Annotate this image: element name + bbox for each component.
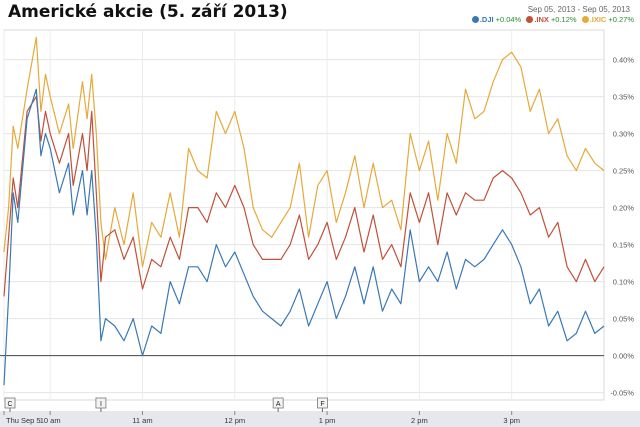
y-tick-label: 0.10% [613, 278, 635, 287]
x-tick-label: 2 pm [411, 416, 428, 425]
event-marker[interactable]: C [4, 397, 16, 412]
legend-dot-icon [471, 16, 479, 23]
y-tick-label: 0.15% [613, 241, 635, 250]
event-marker-flag [95, 397, 107, 409]
y-tick-label: -0.05% [610, 389, 634, 398]
x-tick-label: Thu Sep 5 [6, 416, 41, 425]
legend-change: +0.12% [550, 15, 577, 24]
x-tick-label: 1 pm [319, 416, 336, 425]
event-marker-label: I [100, 401, 102, 408]
x-axis-bar [0, 411, 640, 427]
x-tick-label: 12 pm [224, 416, 245, 425]
y-tick-label: 0.35% [613, 93, 635, 102]
legend-dot-icon [581, 16, 589, 23]
legend: .DJI +0.04% .INX +0.12% .IXIC +0.27% [469, 15, 634, 25]
legend-item-ixic[interactable]: .IXIC +0.27% [581, 15, 634, 24]
y-tick-label: 0.30% [613, 130, 635, 139]
event-marker-flag [272, 397, 284, 409]
x-tick-label: 10 am [40, 416, 61, 425]
legend-item-inx[interactable]: .INX +0.12% [526, 15, 577, 24]
series-line-ixic [3, 36, 605, 268]
legend-change: +0.27% [608, 15, 634, 24]
x-tick-label: 3 pm [503, 416, 520, 425]
y-tick-label: 0.40% [613, 56, 635, 65]
legend-symbol: .DJI [479, 15, 494, 24]
event-marker[interactable]: I [95, 397, 107, 412]
series-line-inx [3, 95, 605, 297]
event-marker-flag [4, 397, 16, 409]
legend-symbol: .INX [534, 15, 549, 24]
event-marker[interactable]: A [272, 397, 284, 412]
event-marker-label: A [276, 401, 281, 408]
event-marker-label: F [320, 401, 324, 408]
chart-title: Americké akcie (5. září 2013) [8, 2, 288, 22]
legend-dot-icon [526, 16, 534, 23]
event-marker[interactable]: F [317, 397, 328, 412]
x-tick-label: 11 am [132, 416, 152, 425]
y-tick-label: 0.00% [613, 352, 635, 361]
legend-item-dji[interactable]: .DJI +0.04% [471, 15, 522, 24]
date-range: Sep 05, 2013 - Sep 05, 2013 [527, 5, 630, 14]
event-marker-label: C [7, 401, 12, 408]
y-tick-label: 0.20% [613, 204, 635, 213]
y-tick-label: 0.05% [613, 315, 635, 324]
legend-change: +0.04% [495, 15, 522, 24]
event-marker-flag [317, 397, 328, 409]
plot-area [3, 29, 605, 401]
y-tick-label: 0.25% [613, 167, 635, 176]
legend-symbol: .IXIC [589, 15, 607, 24]
series-line-dji [3, 88, 605, 386]
